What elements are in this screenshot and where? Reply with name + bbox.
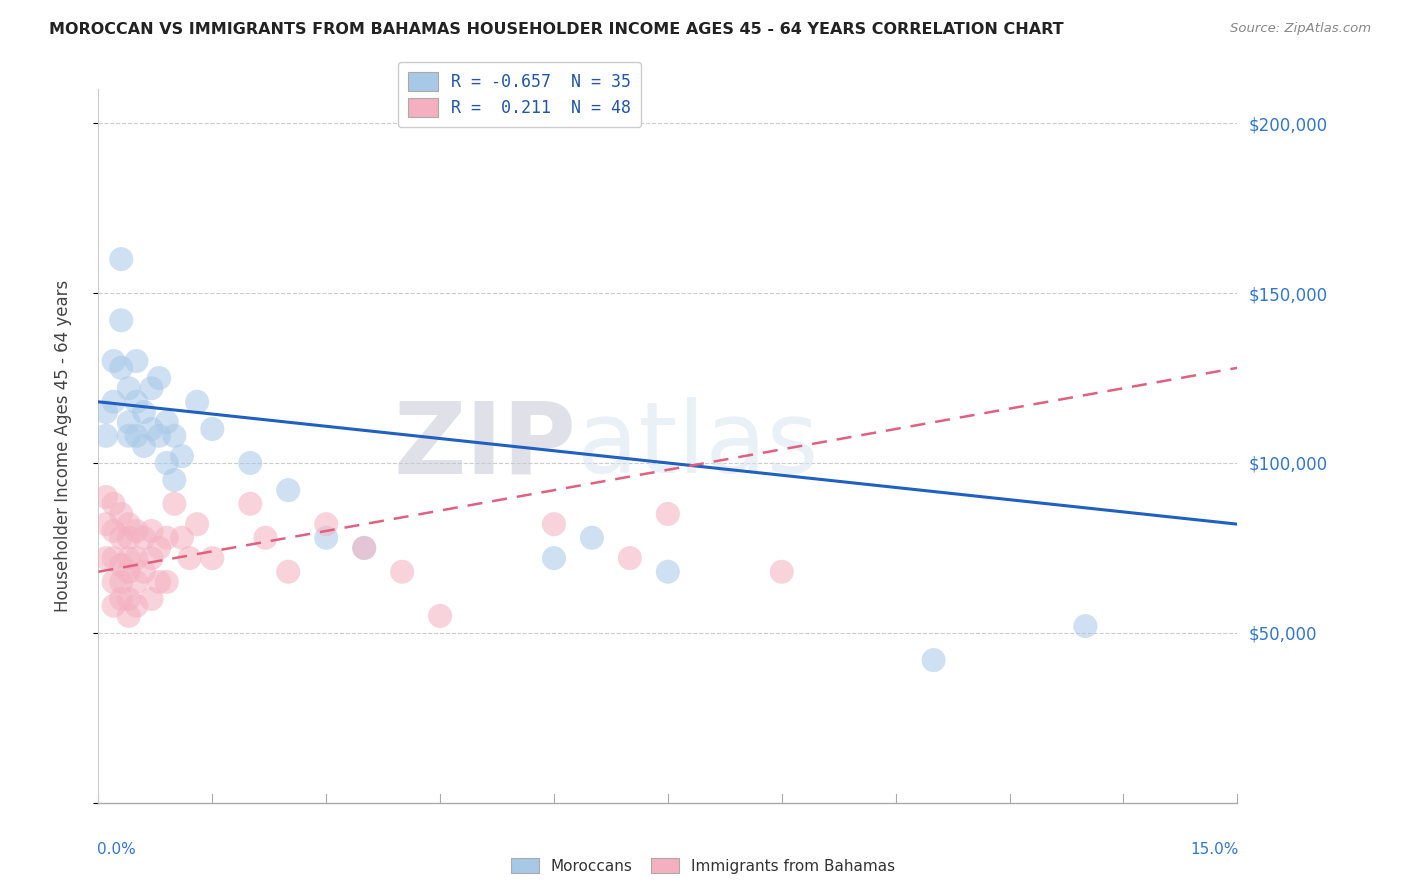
Text: 15.0%: 15.0%: [1189, 842, 1239, 857]
Text: atlas: atlas: [576, 398, 818, 494]
Point: [179, 551, 201, 566]
Point: [156, 456, 179, 470]
Point: [110, 313, 132, 327]
Point: [148, 371, 170, 385]
Point: [103, 599, 125, 613]
Point: [103, 524, 125, 538]
Text: ZIP: ZIP: [394, 398, 576, 494]
Point: [118, 565, 141, 579]
Point: [163, 473, 186, 487]
Text: Source: ZipAtlas.com: Source: ZipAtlas.com: [1230, 22, 1371, 36]
Point: [186, 394, 208, 409]
Point: [141, 422, 163, 436]
Point: [132, 405, 155, 419]
Point: [118, 429, 141, 443]
Point: [118, 415, 141, 429]
Point: [118, 608, 141, 623]
Point: [239, 456, 262, 470]
Point: [619, 551, 641, 566]
Point: [110, 507, 132, 521]
Point: [94, 405, 117, 419]
Point: [543, 517, 565, 532]
Point: [170, 449, 193, 463]
Point: [125, 599, 148, 613]
Point: [141, 381, 163, 395]
Point: [254, 531, 277, 545]
Point: [148, 541, 170, 555]
Point: [201, 551, 224, 566]
Point: [141, 591, 163, 606]
Point: [94, 429, 117, 443]
Point: [103, 394, 125, 409]
Point: [201, 422, 224, 436]
Point: [125, 354, 148, 368]
Point: [770, 565, 793, 579]
Point: [132, 439, 155, 453]
Point: [156, 574, 179, 589]
Point: [125, 574, 148, 589]
Point: [118, 517, 141, 532]
Point: [103, 551, 125, 566]
Point: [922, 653, 945, 667]
Point: [657, 565, 679, 579]
Point: [156, 531, 179, 545]
Point: [94, 490, 117, 504]
Point: [163, 497, 186, 511]
Point: [239, 497, 262, 511]
Point: [141, 524, 163, 538]
Point: [391, 565, 413, 579]
Point: [353, 541, 375, 555]
Point: [118, 381, 141, 395]
Point: [170, 531, 193, 545]
Point: [277, 483, 299, 498]
Point: [118, 531, 141, 545]
Point: [315, 517, 337, 532]
Legend: Moroccans, Immigrants from Bahamas: Moroccans, Immigrants from Bahamas: [505, 852, 901, 880]
Legend: R = -0.657  N = 35, R =  0.211  N = 48: R = -0.657 N = 35, R = 0.211 N = 48: [398, 62, 641, 127]
Point: [141, 551, 163, 566]
Point: [353, 541, 375, 555]
Point: [103, 497, 125, 511]
Point: [94, 517, 117, 532]
Point: [186, 517, 208, 532]
Point: [110, 558, 132, 572]
Point: [657, 507, 679, 521]
Point: [110, 591, 132, 606]
Point: [110, 360, 132, 375]
Point: [315, 531, 337, 545]
Point: [110, 252, 132, 266]
Point: [103, 574, 125, 589]
Point: [110, 531, 132, 545]
Point: [1074, 619, 1097, 633]
Text: 0.0%: 0.0%: [97, 842, 136, 857]
Point: [125, 551, 148, 566]
Point: [110, 574, 132, 589]
Point: [163, 429, 186, 443]
Point: [132, 531, 155, 545]
Point: [148, 429, 170, 443]
Point: [125, 524, 148, 538]
Y-axis label: Householder Income Ages 45 - 64 years: Householder Income Ages 45 - 64 years: [53, 280, 72, 612]
Point: [156, 415, 179, 429]
Point: [94, 551, 117, 566]
Point: [543, 551, 565, 566]
Point: [103, 354, 125, 368]
Text: MOROCCAN VS IMMIGRANTS FROM BAHAMAS HOUSEHOLDER INCOME AGES 45 - 64 YEARS CORREL: MOROCCAN VS IMMIGRANTS FROM BAHAMAS HOUS…: [49, 22, 1064, 37]
Point: [581, 531, 603, 545]
Point: [429, 608, 451, 623]
Point: [125, 394, 148, 409]
Point: [148, 574, 170, 589]
Point: [118, 551, 141, 566]
Point: [277, 565, 299, 579]
Point: [132, 565, 155, 579]
Point: [125, 429, 148, 443]
Point: [118, 591, 141, 606]
